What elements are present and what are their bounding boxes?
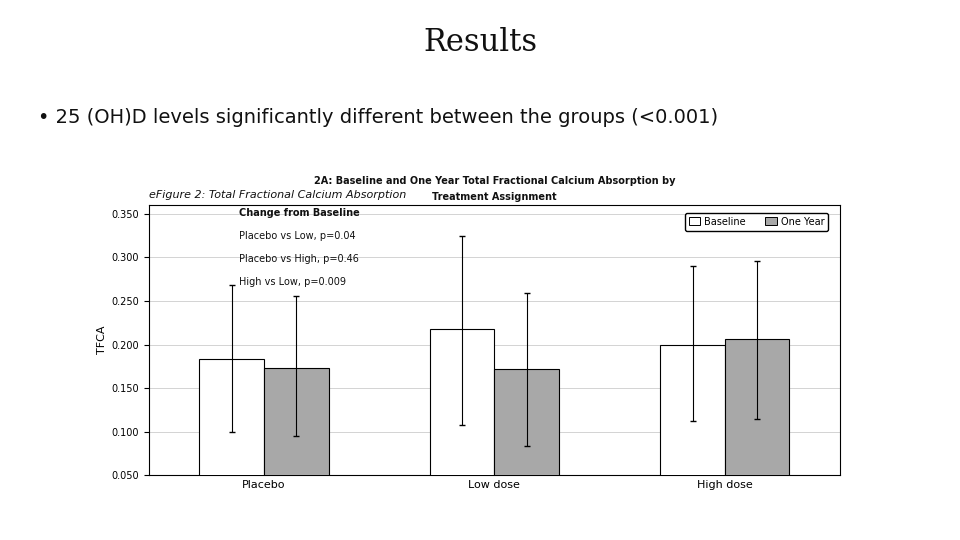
Text: 2A: Baseline and One Year Total Fractional Calcium Absorption by: 2A: Baseline and One Year Total Fraction… xyxy=(314,176,675,186)
Text: eFigure 2: Total Fractional Calcium Absorption: eFigure 2: Total Fractional Calcium Abso… xyxy=(149,190,406,200)
Bar xyxy=(264,368,328,519)
Text: • 25 (OH)D levels significantly different between the groups (<0.001): • 25 (OH)D levels significantly differen… xyxy=(38,108,718,127)
Bar xyxy=(725,339,789,519)
Y-axis label: TFCA: TFCA xyxy=(97,326,108,354)
Text: Placebo vs Low, p=0.04: Placebo vs Low, p=0.04 xyxy=(239,231,355,241)
Text: Change from Baseline: Change from Baseline xyxy=(239,208,359,218)
Bar xyxy=(660,345,725,519)
Legend: Baseline, One Year: Baseline, One Year xyxy=(684,213,828,231)
Bar xyxy=(430,329,494,519)
Text: Treatment Assignment: Treatment Assignment xyxy=(432,192,557,202)
Text: Placebo vs High, p=0.46: Placebo vs High, p=0.46 xyxy=(239,254,358,264)
Bar xyxy=(494,369,559,519)
Text: High vs Low, p=0.009: High vs Low, p=0.009 xyxy=(239,276,346,287)
Bar xyxy=(200,359,264,519)
Text: Results: Results xyxy=(423,27,537,58)
